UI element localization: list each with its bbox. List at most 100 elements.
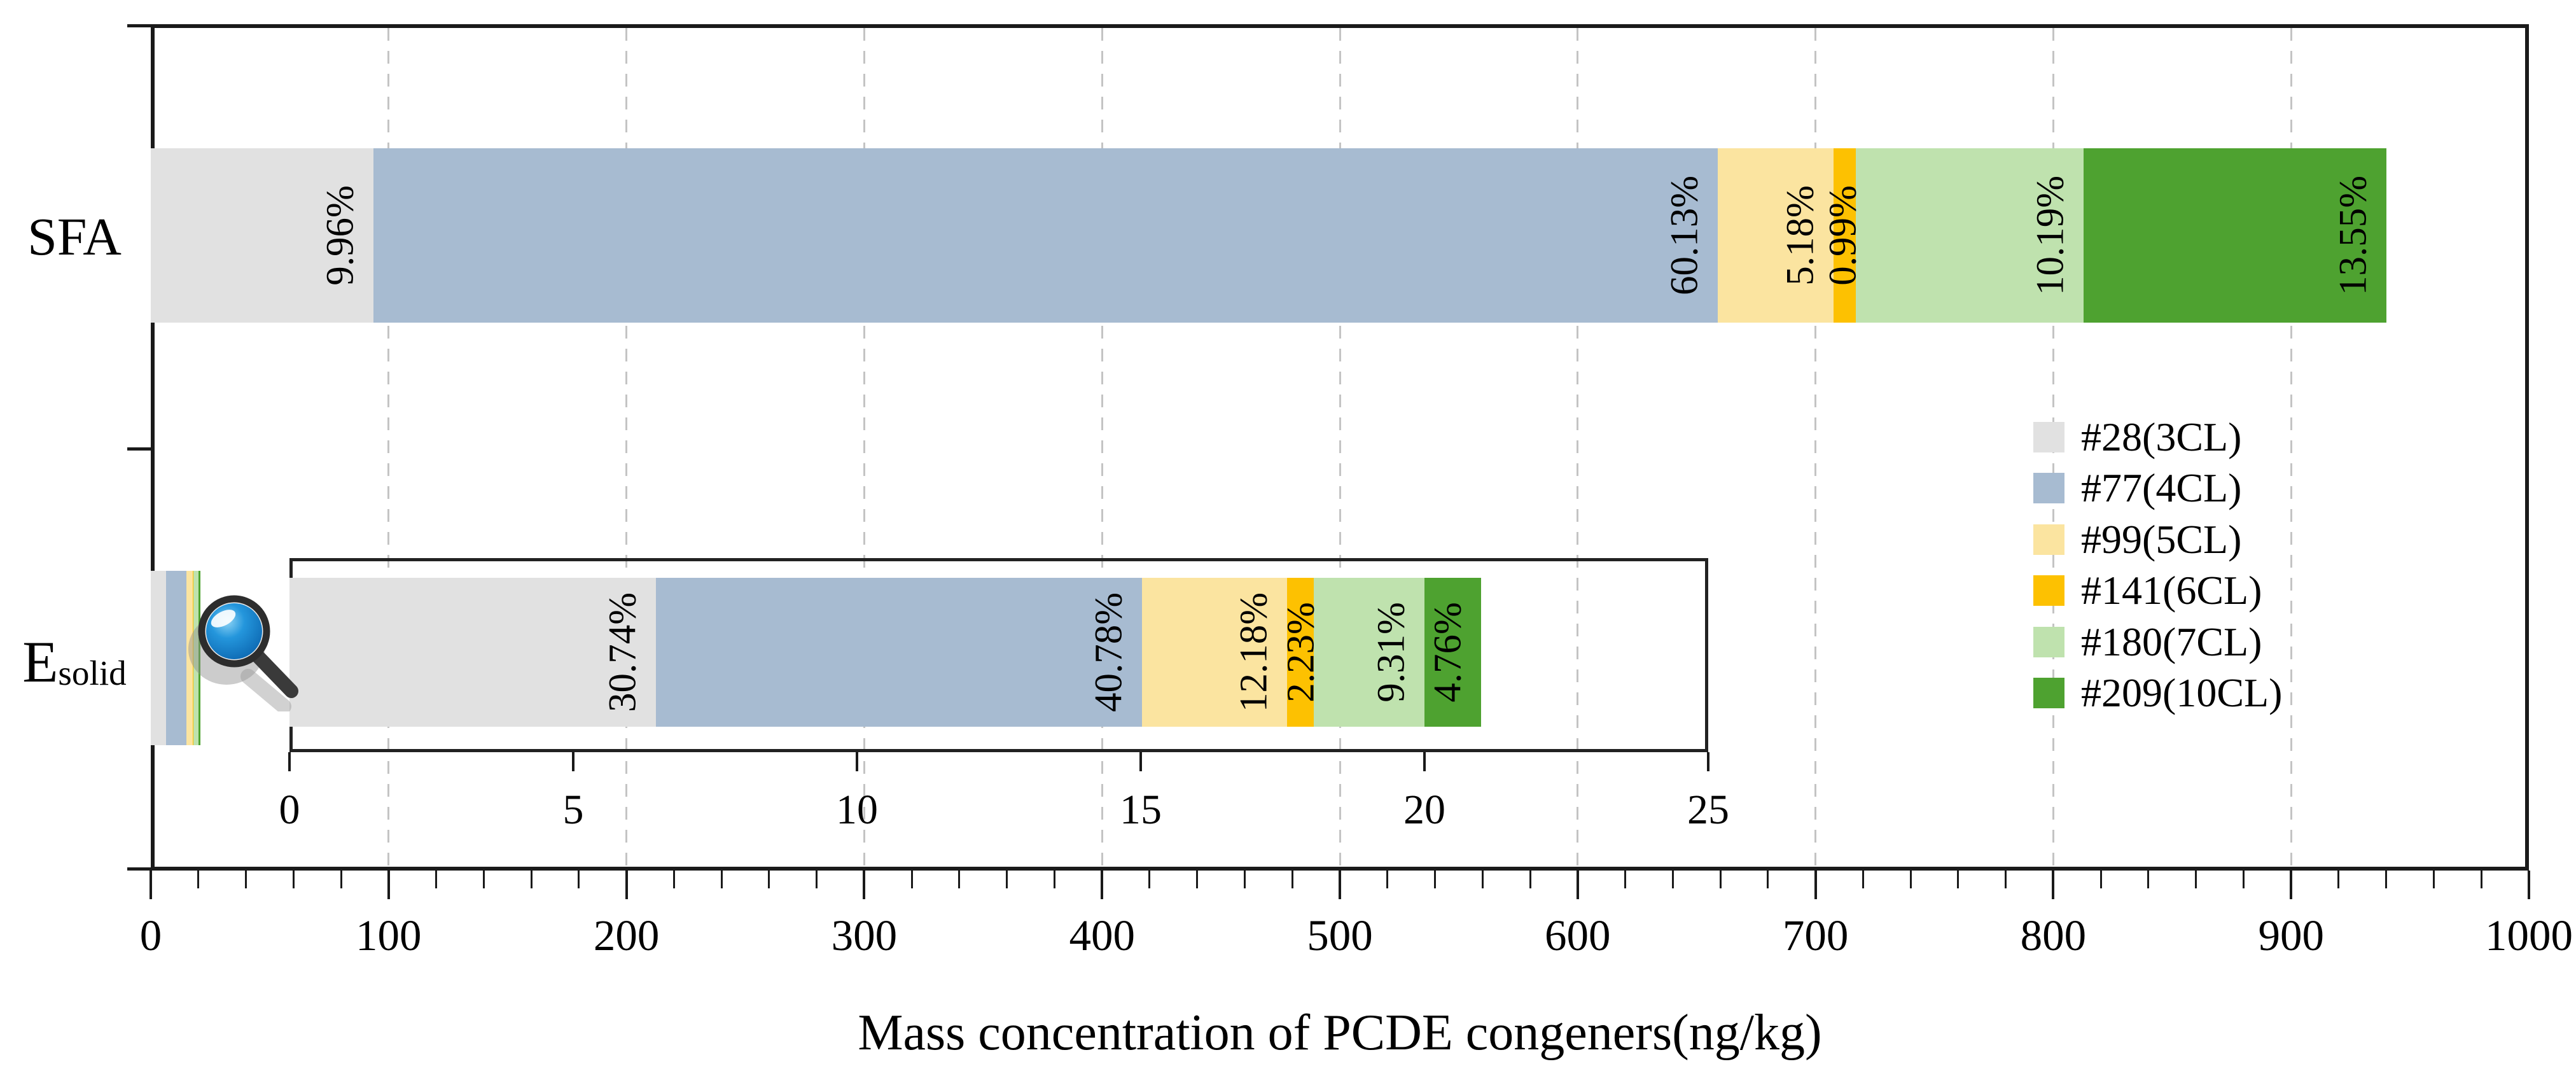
- pct-label-sfa-#209(10CL): 13.55%: [2332, 175, 2375, 296]
- legend-row-#180(7CL): #180(7CL): [2033, 621, 2262, 662]
- gridline-300: [863, 28, 865, 867]
- inset-tick-25: [1707, 752, 1709, 771]
- category-label-sfa-text: SFA: [27, 207, 122, 267]
- x-minor-tick-80: [340, 871, 342, 888]
- magnifier-handle-shadow: [240, 669, 291, 711]
- category-label-esolid-base: E: [22, 629, 59, 694]
- x-minor-tick-720: [1862, 871, 1864, 888]
- x-minor-tick-620: [1624, 871, 1627, 888]
- x-major-tick-600: [1576, 871, 1579, 899]
- inset-bar-segment-#77(4CL): [655, 578, 1142, 727]
- gridline-700: [1814, 28, 1817, 867]
- legend-label-#77(4CL): #77(4CL): [2081, 465, 2242, 511]
- bar-segment-esolid-#141(6CL): [192, 571, 194, 745]
- x-major-tick-700: [1814, 871, 1817, 899]
- y-axis-tick-0: [127, 24, 151, 27]
- x-minor-tick-460: [1243, 871, 1246, 888]
- x-major-tick-800: [2052, 871, 2055, 899]
- x-minor-tick-840: [2147, 871, 2150, 888]
- x-minor-tick-920: [2337, 871, 2340, 888]
- x-minor-tick-940: [2385, 871, 2388, 888]
- x-minor-tick-360: [1006, 871, 1008, 888]
- x-minor-tick-780: [2005, 871, 2007, 888]
- inset-bar-segment-#209(10CL): [1424, 578, 1482, 727]
- pct-label-sfa-#99(5CL): 5.18%: [1779, 185, 1822, 286]
- x-minor-tick-440: [1196, 871, 1199, 888]
- inset-bar-esolid: [289, 578, 1482, 727]
- gridline-400: [1101, 28, 1103, 867]
- x-minor-tick-680: [1767, 871, 1769, 888]
- x-tick-label-800: 800: [2020, 911, 2087, 960]
- x-tick-label-100: 100: [356, 911, 422, 960]
- inset-bar-segment-#28(3CL): [289, 578, 656, 727]
- x-minor-tick-180: [578, 871, 580, 888]
- bar-segment-sfa-#209(10CL): [2083, 148, 2386, 323]
- inset-tick-label-15: 15: [1120, 787, 1162, 833]
- magnifier-highlight: [211, 610, 236, 627]
- legend-label-#28(3CL): #28(3CL): [2081, 414, 2242, 459]
- x-major-tick-0: [150, 871, 152, 899]
- legend-label-#99(5CL): #99(5CL): [2081, 516, 2242, 562]
- bar-segment-esolid-#99(5CL): [186, 571, 193, 745]
- x-minor-tick-520: [1386, 871, 1389, 888]
- legend-row-#141(6CL): #141(6CL): [2033, 570, 2262, 611]
- x-minor-tick-860: [2195, 871, 2197, 888]
- x-minor-tick-160: [530, 871, 533, 888]
- bar-segment-sfa-#77(4CL): [373, 148, 1718, 323]
- x-major-tick-200: [625, 871, 628, 899]
- x-tick-label-600: 600: [1545, 911, 1611, 960]
- legend-row-#99(5CL): #99(5CL): [2033, 519, 2241, 559]
- x-minor-tick-480: [1291, 871, 1293, 888]
- inset-tick-20: [1423, 752, 1426, 771]
- x-minor-tick-40: [245, 871, 247, 888]
- x-minor-tick-980: [2480, 871, 2482, 888]
- gridline-900: [2290, 28, 2292, 867]
- x-minor-tick-260: [768, 871, 770, 888]
- magnifier-handle: [250, 648, 298, 698]
- category-label-esolid-sub: solid: [58, 654, 127, 693]
- inset-pct-label-#209(10CL): 4.76%: [1426, 602, 1470, 703]
- legend-label-#180(7CL): #180(7CL): [2081, 619, 2262, 664]
- inset-tick-label-0: 0: [279, 787, 300, 833]
- x-major-tick-900: [2290, 871, 2293, 899]
- legend-row-#209(10CL): #209(10CL): [2033, 673, 2282, 713]
- y-axis-tick-1: [127, 447, 151, 451]
- inset-tick-label-20: 20: [1403, 787, 1445, 833]
- x-axis-title: Mass concentration of PCDE congeners(ng/…: [858, 1005, 1822, 1061]
- x-tick-label-900: 900: [2258, 911, 2324, 960]
- inset-bar-segment-#141(6CL): [1286, 578, 1314, 727]
- bar-sfa: [151, 148, 2386, 323]
- inset-tick-label-10: 10: [836, 787, 878, 833]
- inset-pct-label-#99(5CL): 12.18%: [1232, 592, 1276, 713]
- legend-swatch-#28(3CL): [2033, 422, 2064, 452]
- x-minor-tick-540: [1434, 871, 1437, 888]
- x-major-tick-1000: [2528, 871, 2530, 899]
- legend-row-#28(3CL): #28(3CL): [2033, 417, 2241, 458]
- bar-segment-sfa-#180(7CL): [1855, 148, 2084, 323]
- inset-bar-segment-#99(5CL): [1141, 578, 1287, 727]
- x-tick-label-700: 700: [1782, 911, 1849, 960]
- legend-swatch-#180(7CL): [2033, 626, 2064, 657]
- x-tick-label-0: 0: [139, 911, 162, 960]
- inset-tick-label-25: 25: [1687, 787, 1729, 833]
- pct-label-sfa-#141(6CL): 0.99%: [1821, 185, 1865, 286]
- x-minor-tick-660: [1719, 871, 1722, 888]
- x-minor-tick-60: [292, 871, 295, 888]
- x-minor-tick-420: [1148, 871, 1151, 888]
- x-minor-tick-820: [2099, 871, 2102, 888]
- inset-pct-label-#77(4CL): 40.78%: [1087, 592, 1131, 713]
- plot-area: [151, 24, 2529, 871]
- x-minor-tick-320: [910, 871, 913, 888]
- legend-swatch-#99(5CL): [2033, 524, 2064, 555]
- magnifier-icon: [188, 595, 298, 711]
- inset-bar-segment-#180(7CL): [1313, 578, 1424, 727]
- y-axis-tick-2: [127, 867, 151, 871]
- pct-label-sfa-#28(3CL): 9.96%: [319, 185, 362, 286]
- x-minor-tick-140: [482, 871, 485, 888]
- legend-swatch-#209(10CL): [2033, 678, 2064, 708]
- x-minor-tick-560: [1481, 871, 1484, 888]
- inset-tick-label-5: 5: [562, 787, 584, 833]
- x-minor-tick-960: [2432, 871, 2435, 888]
- x-tick-label-200: 200: [593, 911, 660, 960]
- gridline-100: [387, 28, 390, 867]
